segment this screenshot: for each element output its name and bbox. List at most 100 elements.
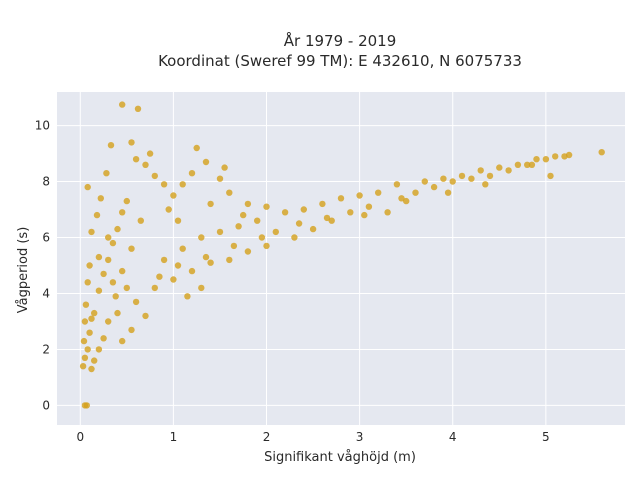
- x-tick-label: 0: [76, 430, 84, 444]
- x-axis-title: Signifikant våghöjd (m): [264, 450, 416, 465]
- data-point: [412, 189, 419, 196]
- data-point: [295, 220, 303, 227]
- data-point: [119, 209, 126, 216]
- data-point: [160, 256, 168, 264]
- data-point: [165, 206, 172, 213]
- data-point: [151, 284, 158, 292]
- data-point: [146, 150, 154, 157]
- data-point: [528, 161, 536, 168]
- data-point: [82, 301, 90, 308]
- data-point: [356, 192, 363, 199]
- data-point: [477, 167, 484, 174]
- data-point: [132, 298, 140, 306]
- y-axis-title: Vågperiod (s): [16, 227, 31, 314]
- data-point: [107, 142, 115, 149]
- x-tick-label: 2: [263, 430, 271, 444]
- x-tick-label: 5: [542, 430, 550, 444]
- data-point: [184, 293, 191, 300]
- data-point: [202, 253, 210, 261]
- chart-subtitle: Koordinat (Sweref 99 TM): E 432610, N 60…: [158, 52, 522, 70]
- data-point: [109, 239, 117, 247]
- data-point: [244, 200, 252, 208]
- data-point: [458, 172, 466, 180]
- data-point: [361, 211, 368, 219]
- y-tick-label: 4: [42, 286, 50, 300]
- data-point: [384, 209, 391, 216]
- data-point: [524, 161, 531, 168]
- data-point: [123, 284, 130, 292]
- data-point: [258, 234, 266, 241]
- data-point: [309, 225, 317, 233]
- data-point: [207, 259, 214, 266]
- plot-area: [57, 92, 625, 425]
- data-point: [468, 175, 475, 182]
- data-point: [254, 217, 261, 224]
- data-point: [198, 284, 205, 292]
- data-point: [105, 256, 112, 264]
- y-tick-label: 8: [42, 175, 50, 189]
- data-point: [226, 256, 233, 264]
- data-point: [156, 273, 163, 280]
- data-point: [105, 318, 112, 325]
- data-point: [533, 156, 540, 163]
- data-point: [88, 365, 95, 373]
- data-point: [421, 178, 428, 185]
- data-point: [440, 175, 447, 182]
- data-point: [109, 279, 117, 286]
- data-point: [319, 200, 326, 208]
- data-point: [170, 276, 177, 283]
- data-point: [119, 101, 126, 108]
- data-point: [230, 242, 238, 250]
- x-axis-ticks: 0 1 2 3 4 5: [76, 430, 549, 444]
- data-point: [128, 139, 135, 146]
- grid-lines: [57, 92, 625, 425]
- data-point: [93, 211, 101, 219]
- data-point: [281, 209, 289, 216]
- data-point: [91, 357, 98, 364]
- data-point: [103, 170, 110, 177]
- data-point: [403, 197, 410, 205]
- data-point: [84, 279, 91, 286]
- data-point: [86, 262, 93, 269]
- data-point: [142, 312, 149, 320]
- data-point: [142, 161, 149, 168]
- data-point: [482, 181, 489, 188]
- data-point: [137, 217, 144, 224]
- data-point: [244, 248, 252, 255]
- data-point: [188, 170, 196, 177]
- data-point: [151, 172, 158, 180]
- data-point: [375, 189, 382, 196]
- data-point: [323, 214, 331, 222]
- chart-title: År 1979 - 2019: [284, 31, 397, 50]
- data-point: [552, 153, 559, 160]
- data-point: [84, 183, 91, 191]
- data-point: [226, 189, 233, 196]
- data-points: [79, 101, 605, 409]
- data-point: [198, 234, 205, 241]
- data-point: [84, 346, 91, 353]
- data-point: [328, 217, 335, 224]
- data-point: [112, 293, 119, 300]
- y-axis-ticks: 0 2 4 6 8 10: [35, 119, 50, 413]
- data-point: [88, 228, 95, 236]
- data-point: [565, 151, 573, 159]
- data-point: [81, 354, 89, 361]
- data-point: [514, 161, 522, 168]
- data-point: [486, 172, 494, 180]
- data-point: [291, 234, 298, 241]
- y-tick-label: 0: [42, 398, 50, 412]
- y-tick-label: 10: [35, 119, 50, 133]
- data-point: [123, 197, 130, 205]
- data-point: [347, 209, 354, 216]
- data-point: [95, 346, 103, 353]
- data-point: [119, 267, 126, 275]
- data-point: [174, 262, 182, 269]
- data-point: [80, 337, 88, 345]
- data-point: [179, 245, 186, 252]
- data-point: [128, 326, 135, 334]
- data-point: [365, 203, 373, 210]
- data-point: [444, 189, 452, 196]
- data-point: [79, 363, 87, 370]
- data-point: [393, 181, 401, 188]
- data-point: [193, 144, 200, 152]
